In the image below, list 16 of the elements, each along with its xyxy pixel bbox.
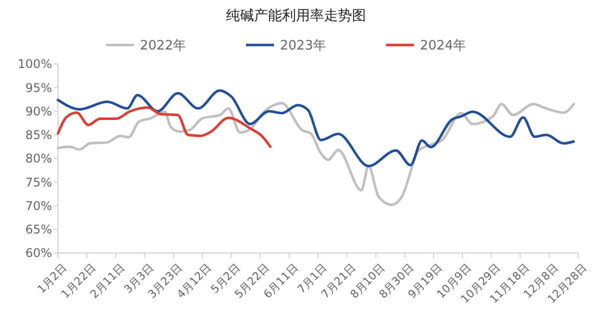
chart-title: 纯碱产能利用率走势图 [226,8,366,24]
line-series [56,102,575,206]
y-tick-label: 60% [25,246,52,260]
y-tick-label: 70% [25,198,52,213]
y-tick-label: 90% [25,104,52,118]
legend-label: 2023年 [280,38,326,54]
legend-label: 2022年 [140,38,186,54]
y-tick-label: 65% [25,222,52,237]
line-series [56,106,272,148]
y-tick-label: 75% [25,175,52,190]
y-tick-label: 80% [25,152,52,166]
y-tick-label: 100% [18,57,52,72]
y-tick-label: 85% [25,128,52,142]
legend-label: 2024年 [420,38,466,54]
line-series [56,89,575,168]
y-tick-label: 95% [25,80,52,95]
